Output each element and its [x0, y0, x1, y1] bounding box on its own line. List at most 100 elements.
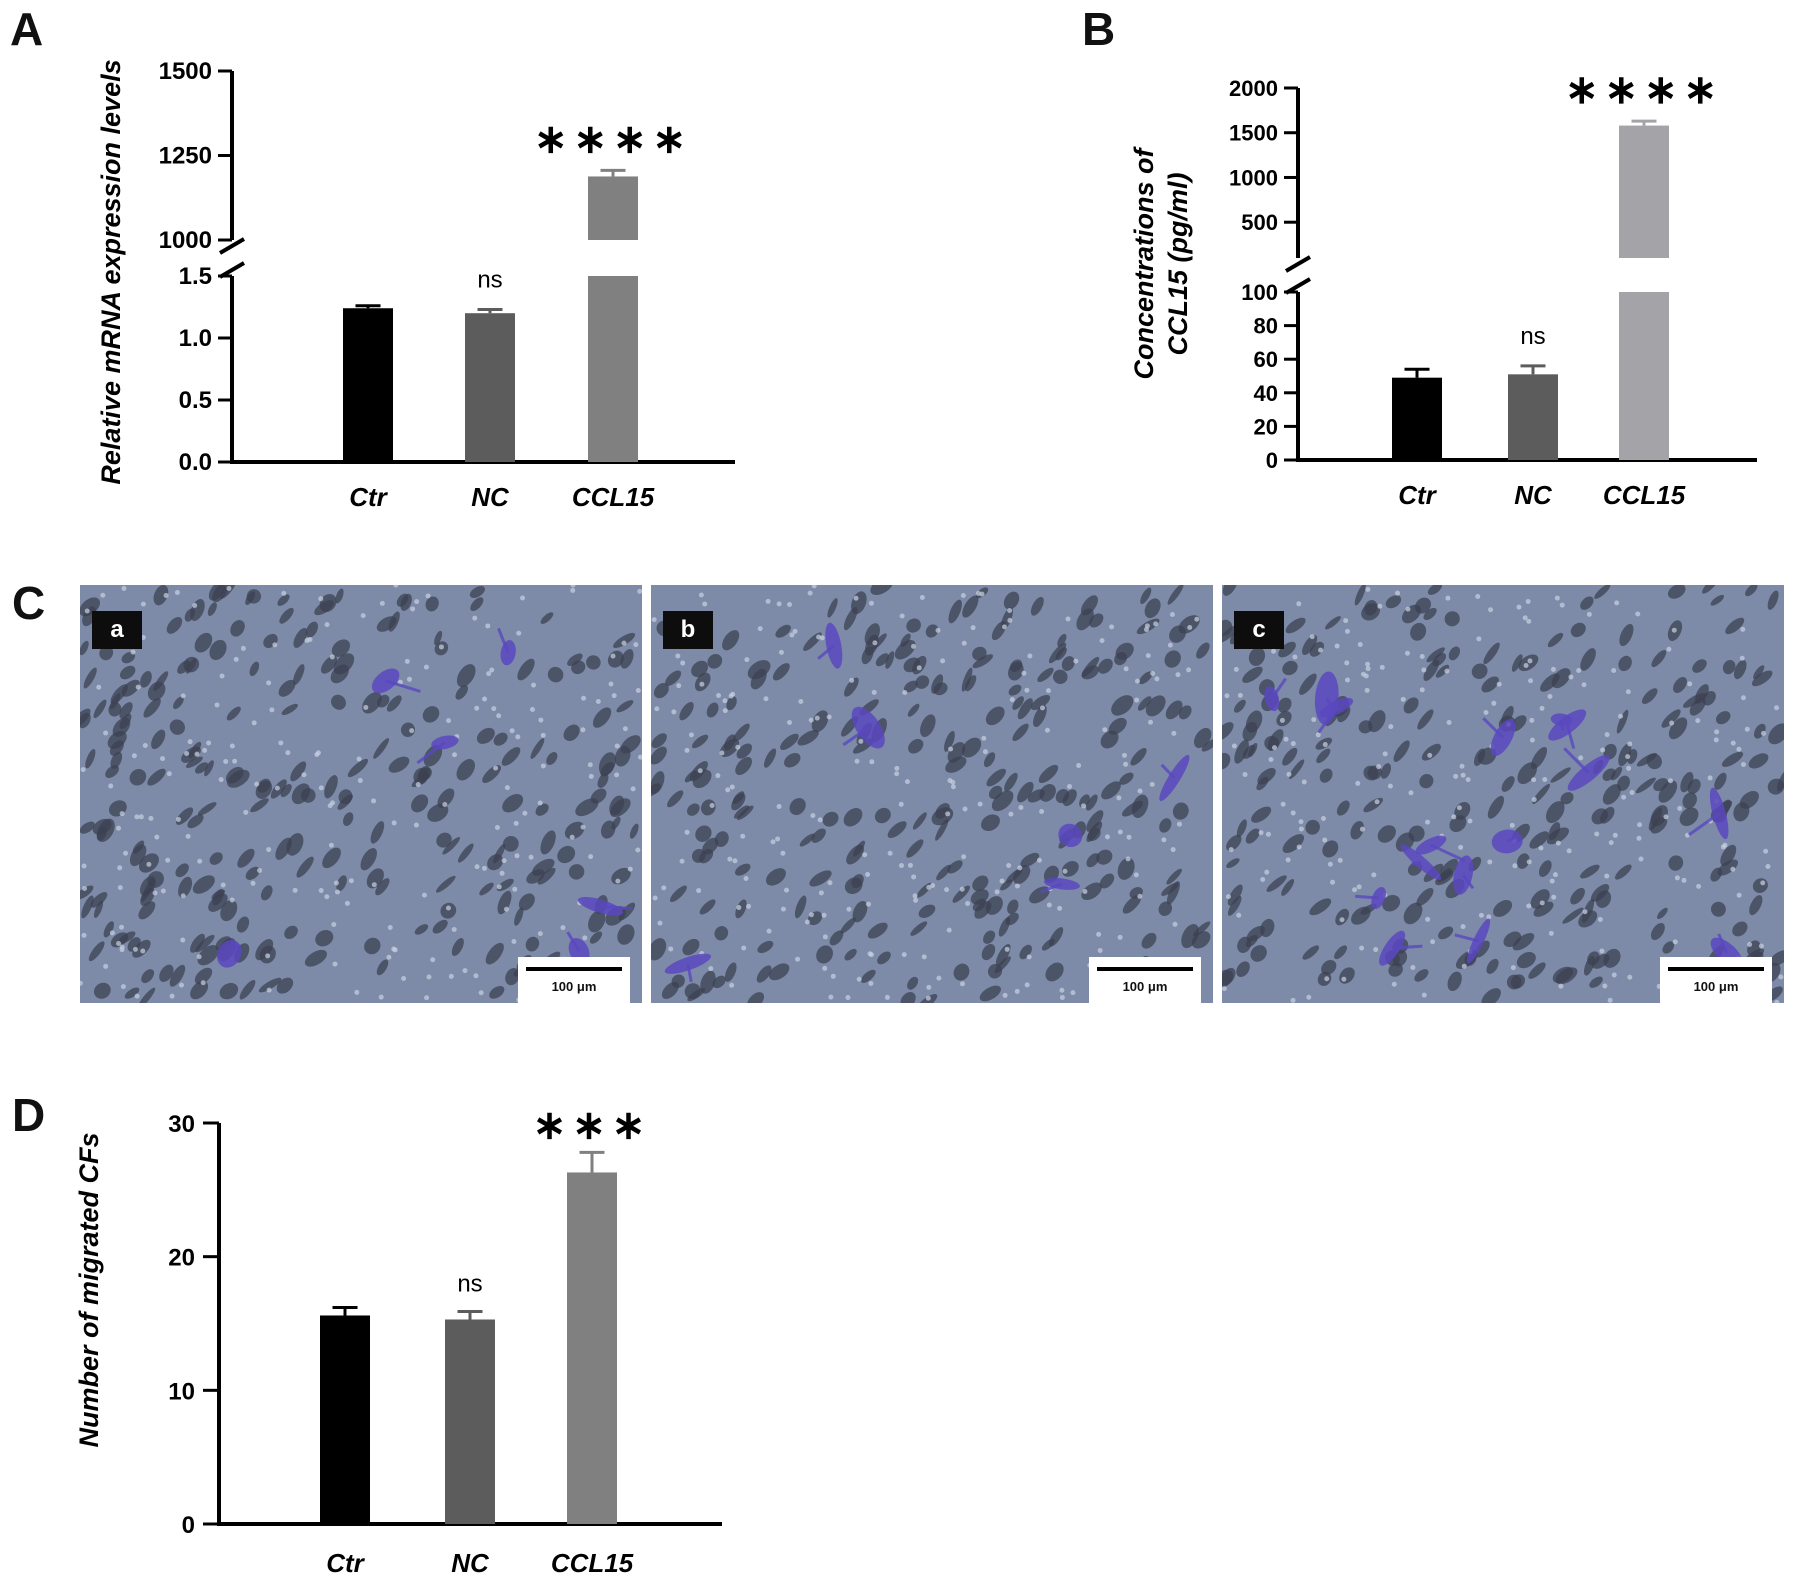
membrane-pore — [1752, 878, 1768, 893]
membrane-dot — [1387, 783, 1393, 789]
membrane-dot — [1117, 934, 1123, 940]
membrane-dot — [1070, 990, 1076, 996]
membrane-dot — [1739, 655, 1745, 661]
membrane-dot — [1626, 765, 1632, 771]
membrane-dot — [1186, 667, 1192, 673]
membrane-pore — [1673, 677, 1687, 693]
membrane-dot — [1194, 616, 1200, 622]
membrane-dot — [732, 858, 738, 864]
membrane-dot — [741, 945, 747, 951]
membrane-dot — [1046, 902, 1052, 908]
y-tick-label: 0 — [1266, 448, 1278, 473]
membrane-dot — [884, 994, 890, 1000]
membrane-pore — [1119, 772, 1134, 785]
membrane-dot — [1076, 763, 1082, 769]
membrane-dot — [1614, 600, 1620, 606]
membrane-pore — [169, 719, 186, 735]
membrane-pore — [1582, 898, 1595, 923]
stained-cell — [1709, 787, 1729, 840]
membrane-dot — [910, 643, 916, 649]
membrane-dot — [123, 850, 129, 856]
membrane-dot — [1461, 963, 1467, 969]
membrane-pore — [1474, 940, 1490, 958]
membrane-pore — [291, 783, 311, 805]
membrane-pore — [497, 890, 512, 915]
membrane-dot — [257, 868, 263, 874]
membrane-dot — [1099, 638, 1105, 644]
membrane-pore — [1305, 819, 1320, 835]
membrane-pore — [1144, 598, 1161, 619]
membrane-pore — [181, 746, 201, 763]
membrane-pore — [972, 654, 994, 669]
membrane-dot — [862, 852, 868, 858]
membrane-dot — [451, 926, 457, 932]
membrane-dot — [1039, 705, 1045, 711]
membrane-pore — [661, 981, 679, 999]
membrane-dot — [1528, 678, 1534, 684]
membrane-pore — [388, 611, 400, 632]
membrane-pore — [1516, 952, 1536, 969]
membrane-pore — [417, 767, 432, 782]
membrane-pore — [1594, 585, 1611, 599]
membrane-dot — [391, 820, 397, 826]
y-axis-label: Number of migrated CFs — [74, 1132, 104, 1447]
membrane-pore — [434, 630, 443, 646]
membrane-pore — [877, 951, 891, 965]
y-tick-label: 1500 — [159, 58, 212, 85]
membrane-dot — [401, 976, 407, 982]
membrane-dot — [1001, 624, 1007, 630]
membrane-pore — [1222, 722, 1234, 741]
membrane-pore — [651, 938, 667, 961]
membrane-dot — [901, 952, 907, 958]
membrane-dot — [804, 919, 810, 925]
membrane-dot — [413, 822, 419, 828]
membrane-pore — [1081, 656, 1100, 678]
membrane-dot — [116, 941, 122, 947]
membrane-pore — [1777, 768, 1784, 792]
membrane-dot — [994, 889, 1000, 895]
membrane-dot — [765, 598, 771, 604]
y-tick-label: 1.5 — [179, 263, 212, 290]
membrane-dot — [1365, 661, 1371, 667]
membrane-pore — [1099, 873, 1115, 889]
membrane-dot — [916, 665, 922, 671]
stained-cell — [1567, 754, 1610, 791]
membrane-pore — [1414, 969, 1429, 982]
cell-process — [1717, 933, 1729, 954]
membrane-dot — [233, 656, 239, 662]
membrane-pore — [257, 778, 271, 793]
membrane-pore — [1650, 922, 1665, 941]
membrane-dot — [80, 980, 83, 986]
axis-break-mark — [1284, 255, 1312, 273]
membrane-dot — [1007, 608, 1013, 614]
membrane-pore — [373, 738, 390, 759]
membrane-pore — [1668, 855, 1684, 871]
membrane-pore — [1667, 585, 1686, 599]
membrane-dot — [196, 954, 202, 960]
membrane-dot — [945, 811, 951, 817]
membrane-dot — [729, 982, 735, 988]
membrane-dot — [1419, 687, 1425, 693]
membrane-dot — [1258, 830, 1264, 836]
membrane-pore — [1510, 974, 1526, 989]
membrane-dot — [386, 954, 392, 960]
membrane-dot — [1096, 931, 1102, 937]
membrane-dot — [387, 925, 393, 931]
membrane-dot — [798, 698, 804, 704]
membrane-pore — [290, 761, 307, 782]
membrane-pore — [613, 632, 636, 648]
membrane-pore — [1641, 688, 1658, 704]
membrane-pore — [1316, 748, 1331, 764]
membrane-dot — [1339, 917, 1345, 923]
membrane-dot — [898, 801, 904, 807]
membrane-pore — [1122, 894, 1142, 914]
membrane-dot — [1730, 866, 1736, 872]
membrane-dot — [1167, 642, 1173, 648]
membrane-pore — [948, 599, 962, 624]
membrane-dot — [1581, 682, 1587, 688]
y-tick-label: 20 — [1254, 414, 1278, 439]
membrane-pore — [330, 664, 349, 684]
bar-lower — [588, 276, 638, 462]
panel-letter-b: B — [1082, 3, 1116, 55]
micrograph-texture — [1222, 585, 1784, 1003]
